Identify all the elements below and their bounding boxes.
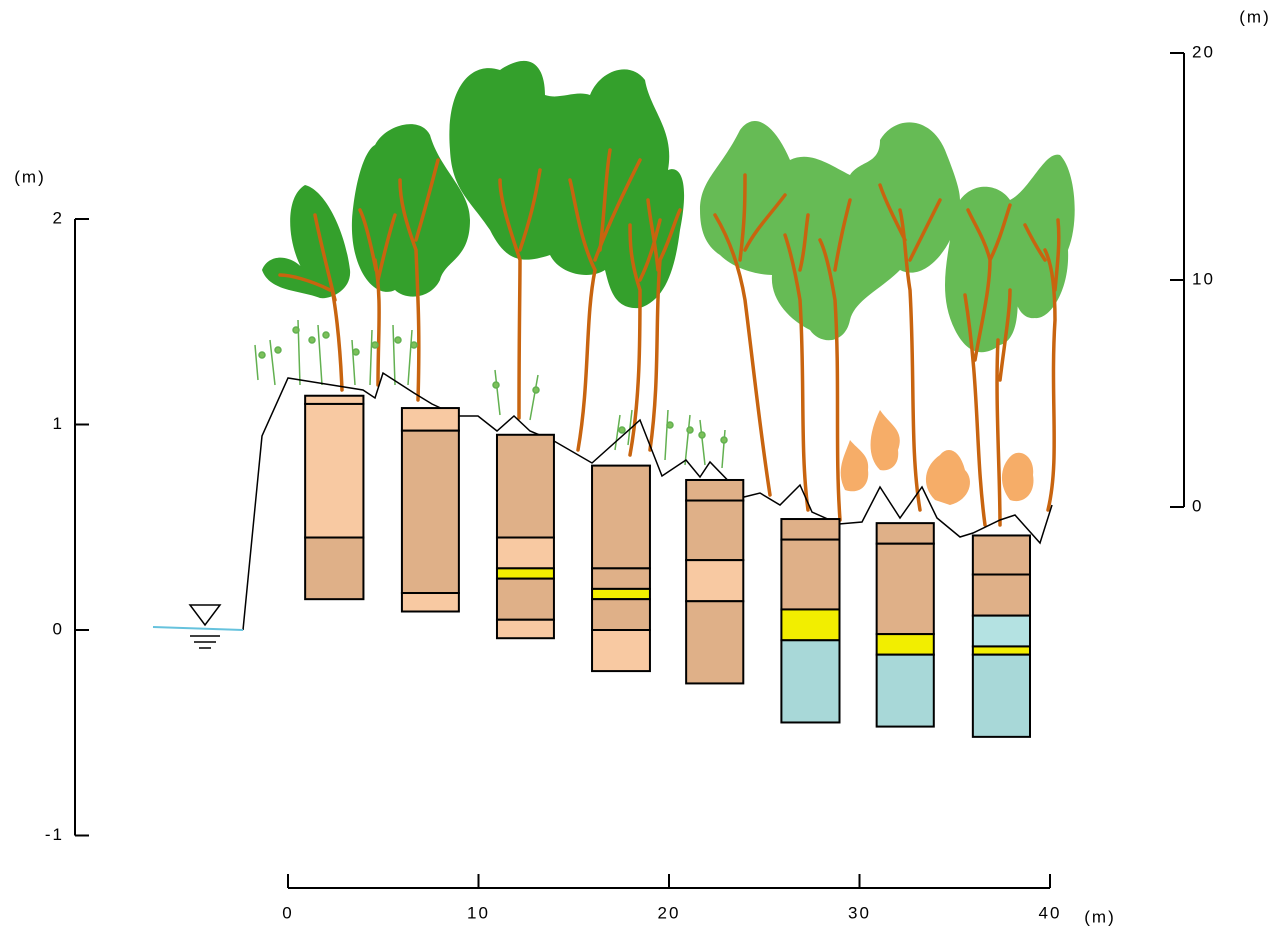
axis-unit: (m) [14,167,45,186]
canopy [262,61,684,308]
soil-layer [781,519,839,540]
leaf [309,337,315,343]
soil-layer [592,568,650,589]
water-symbol [190,636,220,648]
water-symbol [190,605,220,625]
water-level [153,605,243,648]
soil-layer [497,538,554,569]
soil-layer [686,560,743,601]
water-surface [153,627,243,630]
soil-layer [973,616,1030,647]
soil-layer [402,431,459,593]
tree-crown [449,61,684,308]
soil-layer [877,655,934,727]
soil-layer [877,634,934,655]
leaf [323,332,329,338]
shrub [871,410,900,470]
soil-layer [973,646,1030,654]
leaf [667,422,673,428]
soil-layer [305,404,363,538]
soil-layer [686,480,743,501]
x-tick-label: 40 [1039,903,1062,922]
y2-tick-label: 20 [1192,42,1215,61]
leaf [687,427,693,433]
soil-layer [305,396,363,404]
soil-layer [686,601,743,683]
shrub [926,450,970,505]
soil-layer [592,466,650,569]
axis-unit: (m) [1239,7,1270,26]
soil-layer [592,589,650,599]
y2-tick-label: 0 [1192,496,1203,515]
canopy-light [700,121,1075,352]
soil-layer [781,640,839,722]
x-tick-label: 20 [658,903,681,922]
soil-layer [877,523,934,544]
tree-crown [700,121,1075,352]
soil-layer [497,579,554,620]
soil-layer [402,408,459,431]
leaf [619,427,625,433]
y-tick-label: 2 [53,208,64,227]
soil-layer [497,620,554,638]
soil-layer [686,501,743,561]
leaf [353,349,359,355]
soil-layer [592,630,650,671]
leaf [372,342,378,348]
soil-layer [497,568,554,578]
axis-unit: (m) [1084,907,1115,926]
leaf [275,347,281,353]
y-tick-label: 0 [53,619,64,638]
soil-layer [781,609,839,640]
leaf [493,382,499,388]
x-tick-label: 0 [282,903,293,922]
soil-layer [592,599,650,630]
soil-layer [402,593,459,611]
x-tick-label: 30 [848,903,871,922]
leaf [533,387,539,393]
leaf [259,352,265,358]
y2-tick-label: 10 [1192,269,1215,288]
soil-cores [305,396,1030,737]
leaf [411,342,417,348]
soil-layer [497,435,554,538]
diagram: (m) (m) (m) -101201020304001020 [0,0,1284,934]
soil-layer [877,544,934,634]
soil-layer [973,575,1030,616]
leaf [699,432,705,438]
leaf [293,327,299,333]
y-tick-label: -1 [45,825,64,844]
leaf [721,437,727,443]
shrub [1002,453,1034,501]
soil-layer [781,540,839,610]
shrub [841,440,869,491]
soil-layer [305,538,363,600]
leaf [395,337,401,343]
y-tick-label: 1 [53,414,64,433]
shrubs [841,410,1034,505]
x-tick-label: 10 [467,903,490,922]
soil-layer [973,655,1030,737]
soil-layer [973,535,1030,574]
